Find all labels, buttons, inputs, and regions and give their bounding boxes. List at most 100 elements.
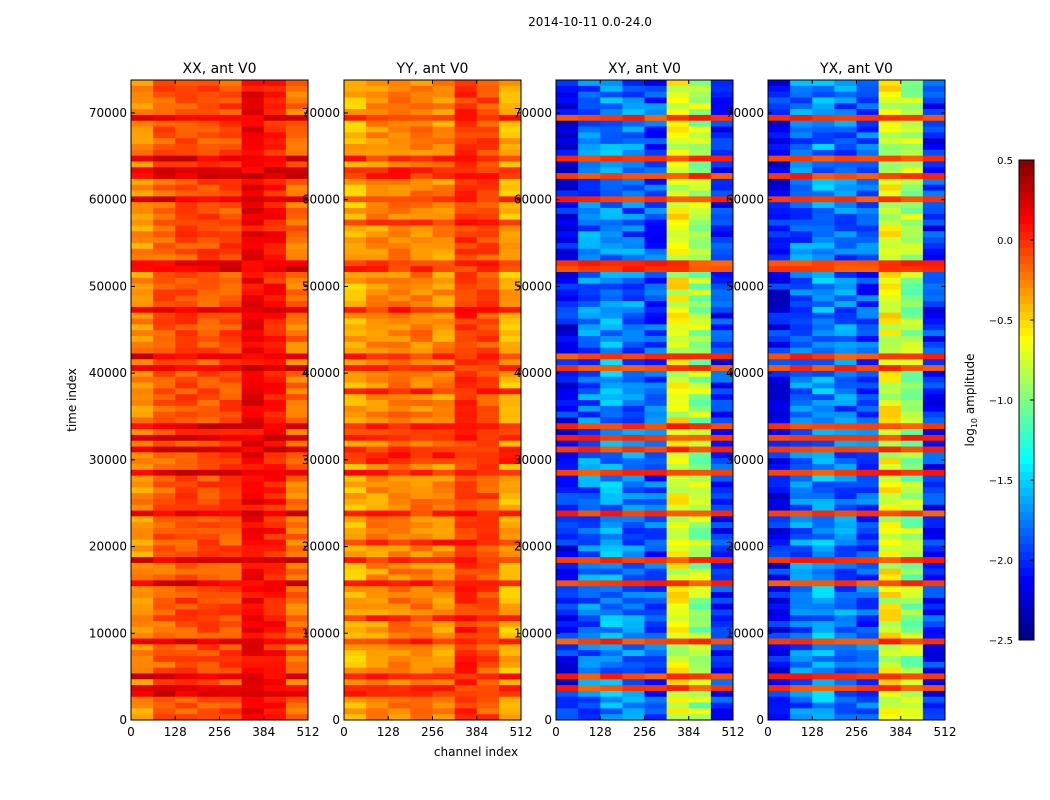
heatmap-cell	[344, 202, 367, 209]
heatmap-cell	[578, 272, 601, 279]
heatmap-cell	[175, 231, 198, 238]
heatmap-cell	[131, 504, 154, 511]
heatmap-cell	[834, 312, 858, 319]
heatmap-cell	[666, 498, 690, 506]
heatmap-cell	[153, 91, 176, 98]
heatmap-cell	[432, 690, 456, 698]
heatmap-cell	[344, 353, 367, 360]
heatmap-cell	[644, 434, 668, 442]
heatmap-cell	[790, 545, 813, 552]
heatmap-cell	[432, 219, 456, 226]
heatmap-cell	[644, 167, 668, 174]
heatmap-cell	[153, 690, 176, 698]
heatmap-cell	[578, 452, 601, 459]
heatmap-cell	[556, 557, 579, 564]
heatmap-cell	[900, 475, 924, 482]
heatmap-cell	[688, 295, 712, 302]
heatmap-cell	[856, 376, 880, 383]
heatmap-cell	[285, 341, 309, 349]
heatmap-cell	[153, 568, 176, 575]
heatmap-cell	[688, 301, 712, 308]
heatmap-cell	[476, 208, 500, 215]
heatmap-cell	[622, 458, 646, 465]
heatmap-cell	[476, 85, 500, 93]
heatmap-cell	[388, 609, 411, 616]
heatmap-cell	[644, 597, 668, 605]
heatmap-cell	[666, 621, 690, 628]
heatmap-cell	[432, 510, 456, 517]
heatmap-cell	[644, 493, 668, 500]
heatmap-cell	[344, 679, 367, 686]
heatmap-cell	[366, 132, 389, 139]
heatmap-cell	[476, 277, 500, 285]
heatmap-cell	[622, 103, 646, 110]
heatmap-cell	[768, 423, 791, 430]
heatmap-cell	[366, 306, 389, 314]
heatmap-cell	[410, 516, 434, 523]
heatmap-cell	[768, 394, 791, 401]
heatmap-cell	[856, 690, 880, 698]
heatmap-cell	[131, 568, 154, 575]
heatmap-cell	[219, 318, 243, 325]
heatmap-cell	[388, 429, 411, 436]
heatmap-cell	[410, 365, 434, 372]
heatmap-cell	[344, 388, 367, 395]
heatmap-cell	[197, 440, 221, 447]
heatmap-cell	[578, 394, 601, 401]
heatmap-cell	[131, 533, 154, 541]
heatmap-cell	[768, 272, 791, 279]
heatmap-cell	[131, 144, 154, 151]
heatmap-cell	[710, 149, 734, 157]
heatmap-cell	[410, 557, 434, 564]
heatmap-cell	[710, 167, 734, 174]
heatmap-cell	[219, 144, 243, 151]
heatmap-cell	[432, 417, 456, 424]
heatmap-cell	[644, 312, 668, 319]
heatmap-cell	[710, 184, 734, 191]
heatmap-cell	[812, 597, 835, 605]
heatmap-cell	[388, 394, 411, 401]
heatmap-cell	[790, 609, 813, 616]
heatmap-cell	[878, 609, 902, 616]
heatmap-cell	[153, 533, 176, 541]
heatmap-cell	[922, 283, 946, 290]
heatmap-cell	[688, 638, 712, 645]
heatmap-cell	[476, 272, 500, 279]
heatmap-cell	[366, 446, 389, 453]
heatmap-cell	[175, 592, 198, 599]
y-tick-label: 70000	[514, 106, 552, 120]
heatmap-cell	[263, 155, 287, 162]
heatmap-cell	[622, 155, 646, 162]
heatmap-cell	[285, 289, 309, 296]
heatmap-cell	[454, 504, 478, 511]
heatmap-cell	[790, 394, 813, 401]
heatmap-cell	[344, 277, 367, 285]
y-tick-label: 20000	[89, 540, 127, 554]
heatmap-cell	[410, 609, 434, 616]
heatmap-cell	[263, 638, 287, 645]
heatmap-cell	[644, 621, 668, 628]
heatmap-cell	[498, 510, 522, 517]
heatmap-cell	[622, 370, 646, 378]
heatmap-cell	[366, 644, 389, 651]
heatmap-cell	[410, 370, 434, 378]
heatmap-cell	[812, 359, 835, 366]
heatmap-cell	[856, 661, 880, 669]
heatmap-cell	[900, 609, 924, 616]
heatmap-cell	[834, 295, 858, 302]
heatmap-cell	[878, 656, 902, 663]
heatmap-cell	[410, 144, 434, 151]
heatmap-cell	[790, 685, 813, 692]
heatmap-cell	[175, 312, 198, 319]
heatmap-cell	[878, 208, 902, 215]
heatmap-cell	[410, 638, 434, 645]
heatmap-cell	[578, 132, 601, 139]
heatmap-cell	[153, 219, 176, 226]
heatmap-cell	[366, 516, 389, 523]
heatmap-cell	[556, 231, 579, 238]
heatmap-cell	[622, 475, 646, 482]
heatmap-cell	[285, 155, 309, 162]
heatmap-cell	[644, 400, 668, 407]
x-tick-label: 512	[297, 725, 320, 739]
heatmap-cell	[432, 149, 456, 157]
